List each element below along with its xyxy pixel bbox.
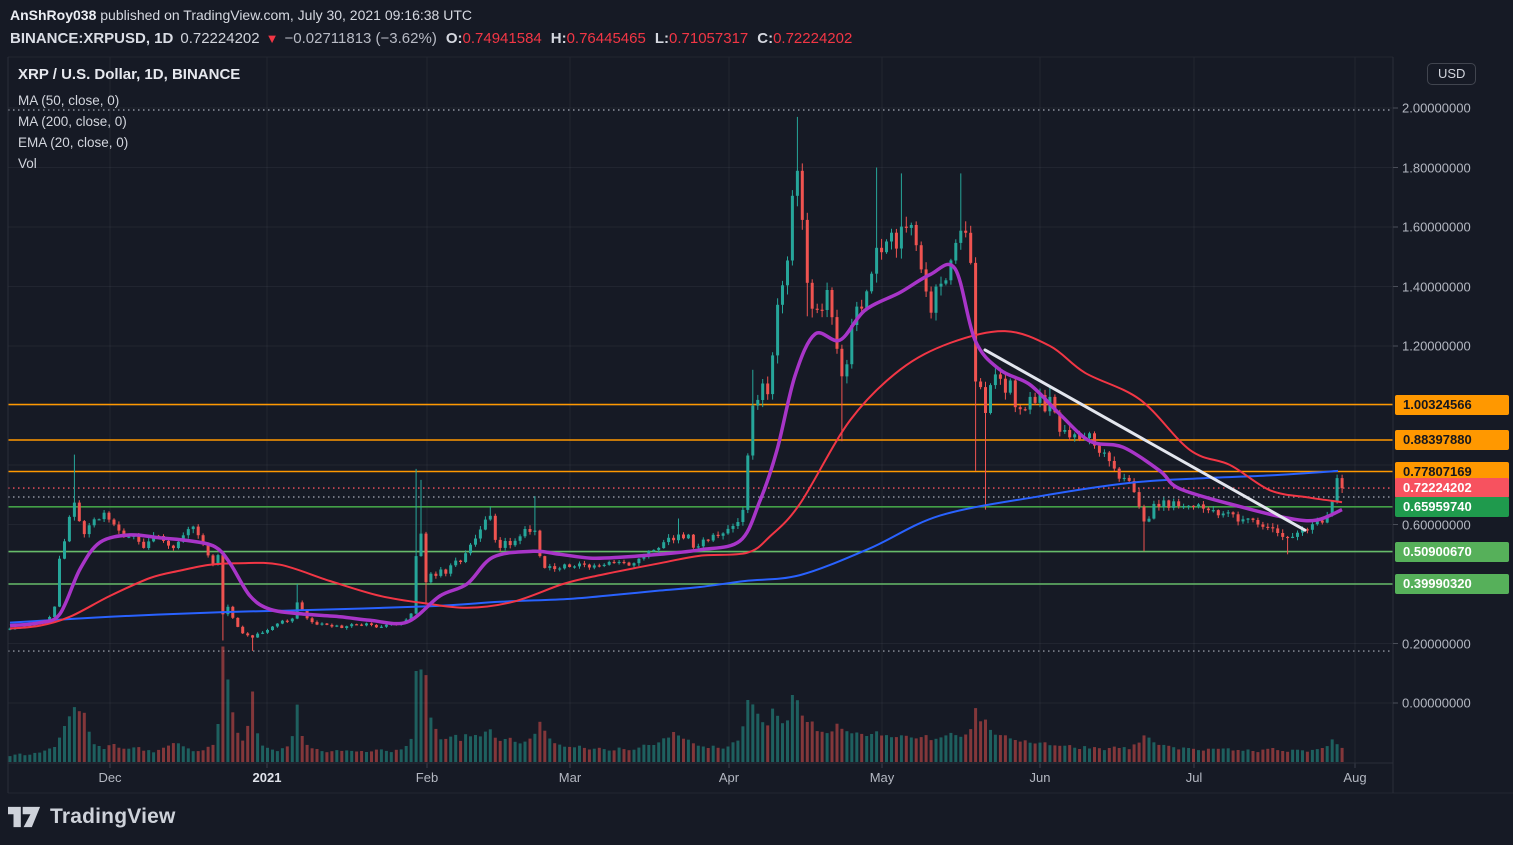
price-level-tag: 0.65959740 <box>1395 496 1509 517</box>
legend-indicator-item: EMA (20, close, 0) <box>18 135 129 150</box>
price-axis-label: 0.20000000 <box>1402 636 1471 651</box>
time-axis-label: Mar <box>558 770 582 785</box>
price-level-tag: 0.50900670 <box>1395 541 1509 562</box>
ohlc-value: 0.74941584 <box>462 30 542 47</box>
price-axis-label: 1.80000000 <box>1402 160 1471 175</box>
price-axis[interactable]: 2.00000000 1.80000000 1.60000000 1.40000000… <box>1393 57 1513 793</box>
price-level-tag: 1.00324566 <box>1395 394 1509 415</box>
byline: AnShRoy038 published on TradingView.com,… <box>10 7 472 23</box>
price-level-tag: 0.88397880 <box>1395 430 1509 451</box>
time-axis-label: Aug <box>1343 770 1367 785</box>
ohlc-label: H: <box>550 30 567 47</box>
price-axis-label: 1.40000000 <box>1402 279 1471 294</box>
price-axis-label: 1.20000000 <box>1402 338 1471 354</box>
ohlc-label: L: <box>654 30 669 47</box>
ticker-last-price: 0.72224202 <box>180 30 260 47</box>
price-axis-label: 0.00000000 <box>1402 695 1471 711</box>
legend-indicator-item: MA (50, close, 0) <box>18 93 120 108</box>
time-axis-label: Apr <box>718 770 740 785</box>
tradingview-wordmark: TradingView <box>50 805 176 828</box>
ticker-change: −0.02711813 (−3.62%) <box>284 30 437 47</box>
price-axis-label: 2.00000000 <box>1402 100 1471 116</box>
legend-indicator-item: Vol <box>18 156 37 171</box>
price-level-tag: 0.72224202 <box>1395 478 1509 499</box>
time-axis-label: Dec <box>98 770 122 785</box>
time-axis-label: Feb <box>415 770 439 785</box>
price-level-tag: 0.77807169 <box>1395 461 1509 482</box>
time-axis[interactable]: Dec 2021 Feb Mar Apr May Jun Jul Aug <box>8 763 1393 793</box>
time-axis-label: 2021 <box>252 770 282 785</box>
time-axis-label: Jun <box>1029 770 1051 785</box>
legend-symbol-title: XRP / U.S. Dollar, 1D, BINANCE <box>18 66 241 83</box>
price-axis-label: 0.60000000 <box>1402 517 1471 532</box>
price-level-tag: 0.39990320 <box>1395 574 1509 595</box>
ohlc-value: 0.72224202 <box>773 30 853 47</box>
tradingview-logo-icon <box>8 806 41 828</box>
ticker-line: BINANCE:XRPUSD, 1D 0.72224202 ▼ −0.02711813… <box>10 30 852 47</box>
time-axis-label: Jul <box>1185 770 1203 785</box>
chart-legend: XRP / U.S. Dollar, 1D, BINANCE MA (50, c… <box>18 66 240 174</box>
legend-indicator-item: MA (200, close, 0) <box>18 114 127 129</box>
tradingview-logo[interactable]: TradingView <box>8 804 176 830</box>
ohlc-label: O: <box>445 30 463 47</box>
ticker-ohlc: O:0.74941584 H:0.76445465 L:0.71057317 C:0.… <box>437 30 853 47</box>
ohlc-value: 0.71057317 <box>669 30 749 47</box>
time-axis-label: May <box>869 770 895 785</box>
ohlc-value: 0.76445465 <box>566 30 646 47</box>
byline-text: published on TradingView.com, July 30, 2… <box>96 7 473 23</box>
ohlc-label: C: <box>757 30 774 47</box>
ticker-symbol: BINANCE:XRPUSD, 1D <box>10 30 174 47</box>
price-down-arrow-icon: ▼ <box>265 31 279 46</box>
currency-unit-button[interactable]: USD <box>1427 63 1477 85</box>
price-axis-label: 1.60000000 <box>1402 219 1471 235</box>
author-username[interactable]: AnShRoy038 <box>10 7 97 23</box>
